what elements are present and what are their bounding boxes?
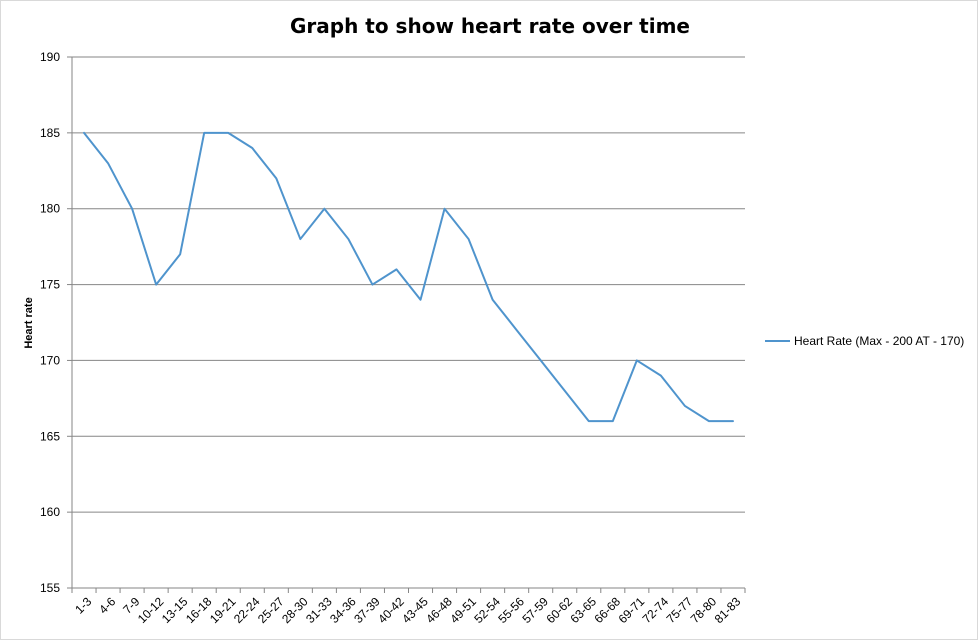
data-point: [251, 147, 253, 149]
x-tick-label: 52-54: [471, 594, 503, 626]
data-point: [612, 420, 614, 422]
x-tick-label: 1-3: [72, 594, 94, 616]
x-tick-label: 49-51: [447, 594, 479, 626]
x-tick-label: 4-6: [96, 594, 118, 616]
data-point: [444, 208, 446, 210]
y-axis-title: Heart rate: [23, 297, 35, 348]
x-tick-label: 72-74: [640, 594, 672, 626]
x-tick-labels: 1-3 4-6 7-910-1213-1516-1819-2122-2425-272…: [72, 594, 743, 626]
x-tick-label: 66-68: [592, 594, 624, 626]
data-point: [420, 299, 422, 301]
y-tick-label: 155: [40, 581, 60, 595]
data-point: [684, 405, 686, 407]
data-point: [492, 299, 494, 301]
x-tick-label: 43-45: [399, 594, 431, 626]
data-point: [227, 132, 229, 134]
x-tick-label: 13-15: [159, 594, 191, 626]
data-point: [371, 284, 373, 286]
x-tick-label: 19-21: [207, 594, 239, 626]
data-point: [468, 238, 470, 240]
gridlines: [72, 56, 745, 513]
x-tick-label: 69-71: [616, 594, 648, 626]
x-tick-label: 28-30: [279, 594, 311, 626]
y-tick-label: 185: [40, 126, 60, 140]
chart-title: Graph to show heart rate over time: [290, 14, 690, 38]
x-tick-label: 75-77: [664, 594, 696, 626]
data-point: [516, 329, 518, 331]
x-tick-label: 25-27: [255, 594, 287, 626]
series: [83, 131, 734, 423]
y-tick-label: 175: [40, 278, 60, 292]
y-tick-label: 170: [40, 353, 60, 367]
data-point: [179, 253, 181, 255]
data-point: [588, 420, 590, 422]
x-tick-label: 34-36: [327, 594, 359, 626]
axes: [67, 56, 746, 593]
data-point: [275, 177, 277, 179]
data-point: [660, 375, 662, 377]
y-tick-label: 190: [40, 50, 60, 64]
y-tick-label: 165: [40, 429, 60, 443]
data-point: [155, 284, 157, 286]
data-point: [540, 359, 542, 361]
x-tick-label: 78-80: [688, 594, 720, 626]
x-tick-label: 81-83: [712, 594, 744, 626]
x-tick-label: 57-59: [519, 594, 551, 626]
data-point: [636, 359, 638, 361]
data-point: [732, 420, 734, 422]
x-tick-label: 22-24: [231, 594, 263, 626]
data-point: [83, 132, 85, 134]
x-tick-label: 60-62: [543, 594, 575, 626]
legend: Heart Rate (Max - 200 AT - 170): [765, 334, 964, 348]
x-tick-label: 46-48: [423, 594, 455, 626]
data-point: [347, 238, 349, 240]
data-point: [299, 238, 301, 240]
x-tick-label: 16-18: [183, 594, 215, 626]
data-point: [107, 162, 109, 164]
x-tick-label: 31-33: [303, 594, 335, 626]
x-tick-label: 10-12: [135, 594, 167, 626]
x-tick-label: 55-56: [495, 594, 527, 626]
legend-label: Heart Rate (Max - 200 AT - 170): [794, 334, 964, 348]
y-tick-label: 180: [40, 202, 60, 216]
x-tick-label: 40-42: [375, 594, 407, 626]
data-point: [203, 132, 205, 134]
x-tick-label: 63-65: [567, 594, 599, 626]
data-point: [131, 208, 133, 210]
y-tick-labels: 155 160 165 170 175 180 185 190: [40, 50, 60, 595]
data-point: [564, 390, 566, 392]
data-point: [323, 208, 325, 210]
x-tick-label: 37-39: [351, 594, 383, 626]
data-point: [395, 268, 397, 270]
data-point: [708, 420, 710, 422]
y-tick-label: 160: [40, 505, 60, 519]
series-line: [83, 131, 734, 423]
